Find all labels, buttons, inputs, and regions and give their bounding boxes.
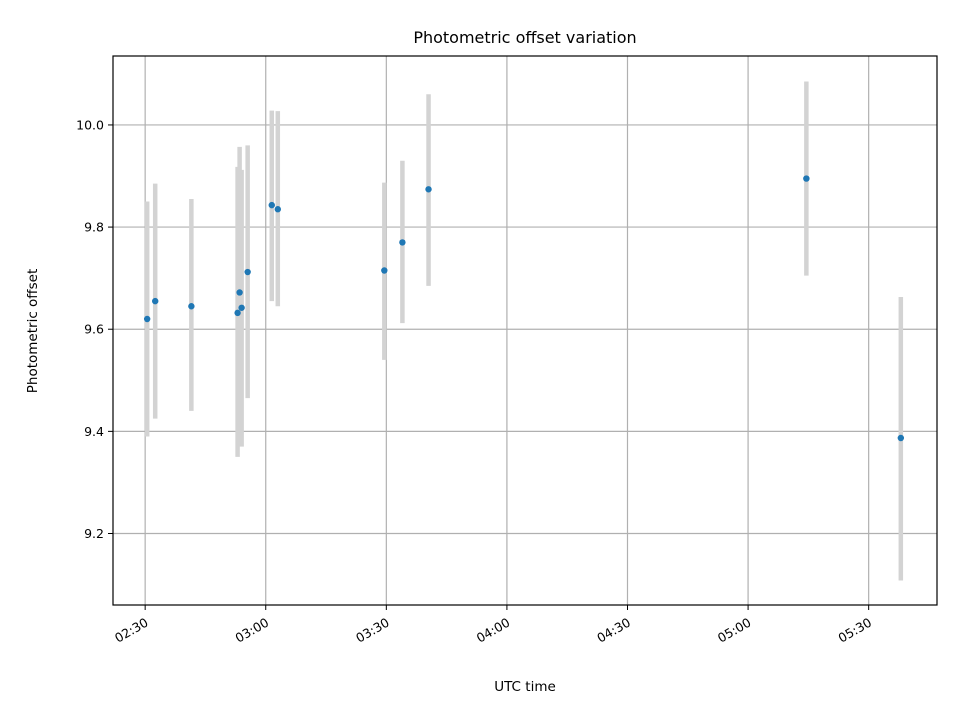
data-point: [803, 175, 810, 182]
x-tick-label: 02:30: [112, 615, 151, 646]
data-point: [238, 304, 245, 311]
y-axis-label: Photometric offset: [25, 269, 41, 393]
grid-lines: [113, 56, 937, 605]
error-bars: [144, 81, 904, 581]
data-point: [152, 297, 159, 305]
x-tick-label: 05:30: [835, 615, 874, 646]
chart-title: Photometric offset variation: [413, 28, 636, 47]
data-point: [188, 303, 195, 310]
data-point: [268, 201, 275, 209]
data-points: [143, 175, 905, 442]
y-tick-label: 9.2: [84, 526, 104, 541]
data-point: [274, 206, 281, 213]
y-tick-label: 9.4: [84, 424, 104, 439]
x-axis-label: UTC time: [494, 679, 556, 695]
plot-area-frame: [112, 55, 938, 606]
data-point: [234, 309, 241, 317]
x-tick-label: 04:00: [474, 615, 513, 646]
x-tick-label: 04:30: [594, 615, 633, 646]
y-tick-label: 9.8: [84, 220, 104, 235]
x-tick-label: 03:30: [353, 615, 392, 646]
data-point: [244, 268, 251, 276]
y-tick-label: 10.0: [76, 117, 104, 132]
y-tick-label: 9.6: [84, 322, 104, 337]
data-point: [236, 289, 243, 296]
data-point: [381, 267, 388, 274]
x-tick-label: 05:00: [715, 615, 754, 646]
data-point: [399, 239, 406, 246]
x-axis-ticks: 02:30 03:00 03:30 04:00 04:30 05:00 05:30: [112, 605, 874, 646]
x-tick-label: 03:00: [233, 615, 272, 646]
data-point: [425, 186, 432, 193]
data-point: [143, 315, 151, 323]
y-axis-ticks: 9.2 9.4 9.6 9.8 10.0: [76, 117, 113, 541]
data-point: [897, 434, 905, 442]
